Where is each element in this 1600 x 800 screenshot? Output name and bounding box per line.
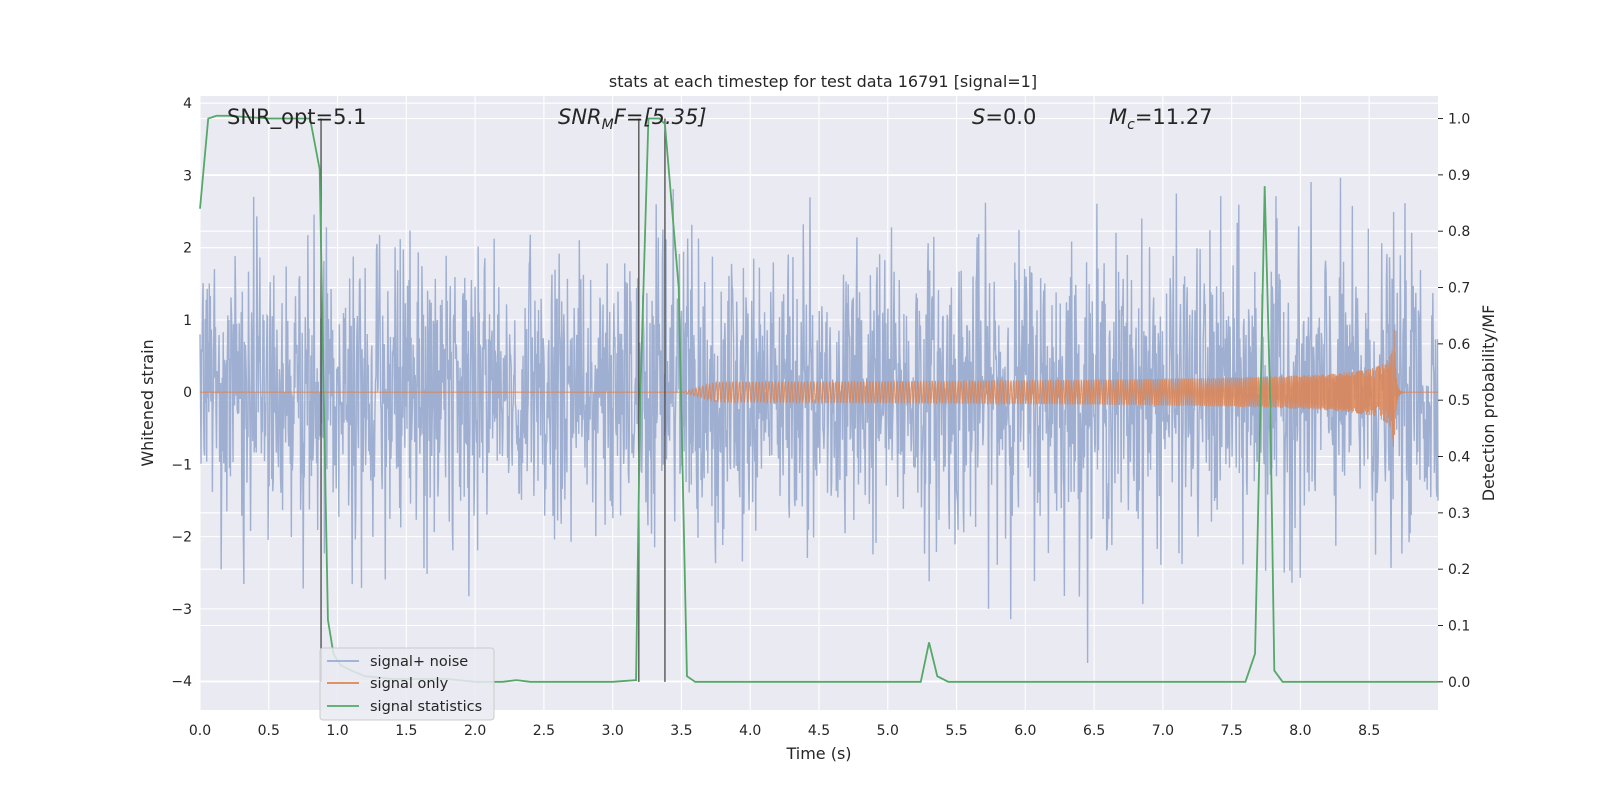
y2-tick-label: 0.6 <box>1448 337 1470 353</box>
x-axis-label: Time (s) <box>785 744 851 763</box>
x-tick-label: 5.0 <box>877 723 899 739</box>
x-tick-label: 2.5 <box>533 723 555 739</box>
chart-title: stats at each timestep for test data 167… <box>609 72 1037 91</box>
annotation-s-rest: =0.0 <box>985 105 1036 129</box>
y2-tick-label: 0.5 <box>1448 393 1470 409</box>
series-signal-only <box>200 329 1439 447</box>
annotation-mc-rest: =11.27 <box>1135 105 1213 129</box>
y-tick-label: −4 <box>171 674 192 690</box>
legend-label-signal-only: signal only <box>370 676 449 692</box>
y2-tick-label: 0.8 <box>1448 224 1470 240</box>
annotation-snr-mf-sub: M <box>602 117 614 133</box>
annotation-snr-mf-base: SNR <box>558 105 602 129</box>
x-tick-label: 4.0 <box>739 723 761 739</box>
y-tick-label: 1 <box>183 313 192 329</box>
y2-axis-ticks: 1.0 0.9 0.8 0.7 0.6 0.5 0.4 0.3 0.2 0.1 0.0 <box>1438 112 1470 691</box>
y2-tick-label: 0.9 <box>1448 168 1470 184</box>
y-axis-ticks: 4 3 2 1 0 −1 −2 −3 −4 <box>171 96 192 690</box>
x-tick-label: 8.0 <box>1289 723 1311 739</box>
stats-line <box>199 114 1438 683</box>
x-axis-ticks: 0.0 0.5 1.0 1.5 2.0 2.5 3.0 3.5 4.0 4.5 5.0 5.5 6.0 6… <box>189 723 1380 739</box>
annotation-mc: Mc=11.27 <box>1109 105 1213 133</box>
series-signal-statistics <box>199 114 1438 683</box>
y2-tick-label: 1.0 <box>1448 112 1470 128</box>
legend-box <box>319 647 495 721</box>
x-tick-label: 4.5 <box>808 723 830 739</box>
y-tick-label: 2 <box>183 241 192 257</box>
x-tick-label: 0.5 <box>258 723 280 739</box>
legend-label-signal-plus-noise: signal+ noise <box>370 654 468 670</box>
y2-tick-label: 0.2 <box>1448 562 1470 578</box>
y2-tick-label: 0.7 <box>1448 281 1470 297</box>
noise-line <box>199 177 1439 664</box>
x-tick-label: 2.0 <box>464 723 486 739</box>
x-tick-label: 3.5 <box>670 723 692 739</box>
x-tick-label: 0.0 <box>189 723 211 739</box>
x-tick-label: 5.5 <box>945 723 967 739</box>
signal-line <box>200 329 1439 447</box>
y-tick-label: 0 <box>183 385 192 401</box>
x-tick-label: 1.0 <box>326 723 348 739</box>
annotation-snr-mf: SNRMF=[5.35] <box>558 105 707 133</box>
x-tick-label: 3.0 <box>602 723 624 739</box>
x-tick-label: 1.5 <box>395 723 417 739</box>
y2-axis-label: Detection probability/MF <box>1479 305 1498 502</box>
y-tick-label: −3 <box>171 602 192 618</box>
y2-tick-label: 0.1 <box>1448 619 1470 635</box>
annotation-mc-base: M <box>1109 105 1127 129</box>
x-tick-label: 7.0 <box>1152 723 1174 739</box>
y-tick-label: −1 <box>171 457 192 473</box>
y2-tick-label: 0.4 <box>1448 450 1470 466</box>
series-signal-plus-noise <box>199 177 1439 664</box>
annotation-s: S=0.0 <box>972 105 1036 129</box>
y-tick-label: 4 <box>183 96 192 112</box>
y2-tick-label: 0.0 <box>1448 675 1470 691</box>
x-tick-label: 7.5 <box>1221 723 1243 739</box>
x-tick-label: 6.5 <box>1083 723 1105 739</box>
y2-tick-label: 0.3 <box>1448 506 1470 522</box>
y-tick-label: −2 <box>171 530 192 546</box>
annotation-mc-sub: c <box>1127 117 1135 133</box>
legend: signal+ noise signal only signal statist… <box>319 647 495 721</box>
annotation-snr-mf-rest: F=[5.35] <box>614 105 707 129</box>
y-axis-label: Whitened strain <box>138 339 157 466</box>
annotation-snr-opt: SNR_opt=5.1 <box>227 105 367 130</box>
x-tick-label: 8.5 <box>1358 723 1380 739</box>
annotation-s-italic: S <box>972 105 985 129</box>
y-tick-label: 3 <box>183 168 192 184</box>
x-tick-label: 6.0 <box>1014 723 1036 739</box>
legend-label-signal-statistics: signal statistics <box>370 699 482 715</box>
